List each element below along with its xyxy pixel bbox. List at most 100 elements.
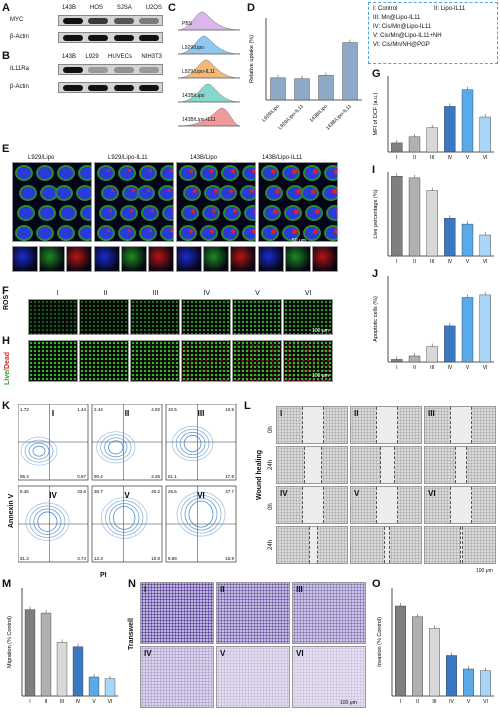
row-label: IL11Ra	[10, 66, 29, 72]
bar	[88, 676, 100, 697]
bar	[426, 346, 438, 363]
density-contour	[176, 491, 226, 537]
tick-label: VI	[483, 259, 488, 265]
tick-label: VI	[483, 155, 488, 161]
cell-nucleus	[223, 167, 237, 179]
cell-nucleus	[326, 227, 337, 239]
legend-item: IV: Cis/Mn@Lipo-IL11	[373, 24, 432, 30]
density-contour	[112, 506, 136, 530]
quadrant-value: 36.7	[94, 489, 103, 494]
uptake-dot	[313, 169, 318, 174]
axis-label: Migration (% Control)	[7, 616, 13, 668]
group-label: III	[428, 409, 435, 418]
uptake-dot	[231, 229, 235, 233]
group-label: IV	[49, 491, 57, 500]
quadrant-value: 51.3	[20, 556, 29, 561]
live-dead-image	[130, 340, 180, 382]
uptake-dot	[233, 209, 237, 213]
bar	[412, 616, 423, 697]
tick-label: I	[396, 259, 397, 265]
live-dead-image	[283, 340, 333, 382]
channel-thumbnail	[312, 246, 338, 272]
transwell-image: II	[216, 582, 290, 644]
ros-image	[181, 299, 231, 335]
cell-nucleus	[61, 207, 75, 219]
tick-label: L929/Lipo-IL11	[277, 103, 305, 131]
bar	[426, 127, 438, 153]
confocal-image	[176, 162, 256, 242]
density-contour	[184, 497, 218, 531]
cell-nucleus	[328, 207, 337, 219]
flow-plots: I 1.72 1.44 96.3 0.57 II 2.44 4.92 90.4 2.26 III 10…	[18, 404, 237, 563]
image-title: 143B/Lipo	[190, 155, 218, 161]
uptake-dot	[334, 229, 337, 234]
group-label: IV	[144, 649, 152, 658]
wound-image	[350, 526, 422, 564]
group-labels: I II III IV V VI	[56, 290, 312, 297]
panel-label: E	[2, 143, 10, 155]
uptake-dot	[147, 189, 150, 192]
cell-nucleus	[162, 167, 173, 179]
ros-image	[79, 299, 129, 335]
density-contour	[179, 431, 206, 456]
density-contour	[37, 511, 58, 532]
cell-nucleus	[162, 227, 173, 239]
cell-nucleus	[183, 207, 197, 219]
wound-gap	[450, 487, 472, 523]
bar	[480, 670, 491, 697]
cell-nucleus	[21, 187, 35, 199]
panel-label: O	[372, 578, 381, 590]
panel-label: D	[247, 2, 255, 14]
quadrant-value: 10.5	[168, 407, 177, 412]
legend-item: I: Control	[373, 6, 398, 12]
tick-label: III	[430, 155, 434, 161]
ros-image	[28, 299, 78, 335]
uptake-dot	[132, 189, 135, 192]
wound-gap	[302, 407, 324, 443]
wound-gap	[379, 447, 395, 483]
bar	[408, 177, 421, 257]
uptake-dot	[107, 229, 110, 232]
time-label: 0h	[268, 503, 274, 510]
channel-thumbnail	[258, 246, 284, 272]
group-label: I	[52, 409, 54, 418]
tick-label: IV	[447, 155, 452, 161]
uptake-dot	[128, 229, 131, 232]
tick-label: I	[400, 699, 401, 705]
histogram-curve	[177, 59, 241, 79]
density-contour	[20, 436, 58, 466]
live-dead-image	[79, 340, 129, 382]
density-contour	[183, 434, 202, 453]
confocal-image	[94, 162, 174, 242]
bar	[461, 297, 474, 363]
cell-nucleus	[101, 207, 115, 219]
uptake-dot	[252, 229, 255, 233]
density-contour	[100, 434, 132, 461]
density-contour	[28, 442, 50, 460]
channel-thumbnail	[94, 246, 120, 272]
scale-bar-label: 100 μm	[340, 700, 357, 706]
uptake-dot	[172, 209, 173, 212]
group-label: V	[220, 649, 226, 658]
cell-nucleus	[38, 167, 52, 179]
image-title: 143B/Lipo-IL11	[262, 155, 303, 161]
cell-nucleus	[143, 207, 157, 219]
group-label: II	[125, 409, 129, 418]
group-label: III	[198, 409, 205, 418]
axis-label: Live percentage (%)	[373, 189, 379, 238]
bar	[479, 116, 491, 153]
group-label: II	[220, 585, 225, 594]
cell-nucleus	[120, 167, 134, 179]
uptake-dot	[170, 229, 173, 232]
row-label: β-Actin	[10, 84, 29, 90]
panel-label: I	[372, 164, 376, 176]
row-label: MYC	[10, 17, 24, 23]
bar	[391, 359, 403, 363]
tick-label: L929/Lipo	[261, 103, 281, 123]
uptake-dot	[170, 169, 173, 172]
row-label: Wound healing	[256, 449, 263, 500]
axis-label: PI	[100, 572, 107, 579]
bar	[104, 678, 116, 697]
bar	[426, 190, 438, 257]
